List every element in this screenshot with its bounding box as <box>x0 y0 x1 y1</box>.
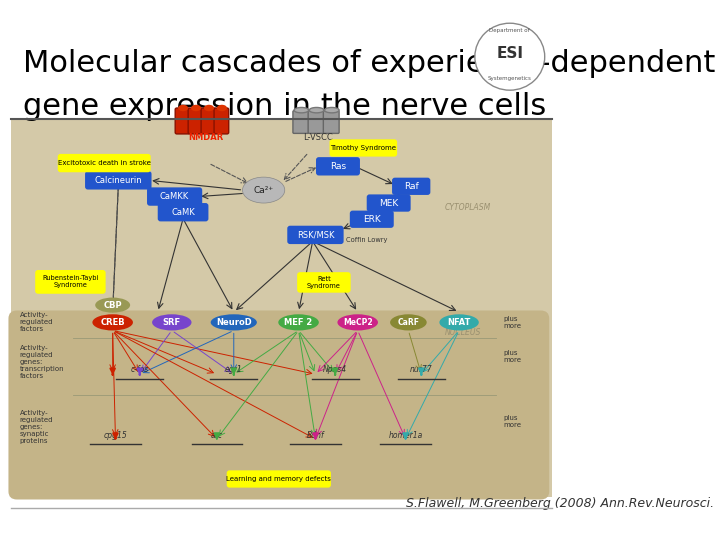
Text: Ca²⁺: Ca²⁺ <box>253 186 274 194</box>
FancyBboxPatch shape <box>214 108 229 134</box>
FancyBboxPatch shape <box>201 108 216 134</box>
Text: MeCP2: MeCP2 <box>343 318 372 327</box>
Text: Activity-
regulated
genes:
transcription
factors: Activity- regulated genes: transcription… <box>19 345 64 379</box>
FancyBboxPatch shape <box>147 187 202 206</box>
Ellipse shape <box>204 105 214 111</box>
Text: homer1a: homer1a <box>389 431 423 440</box>
FancyBboxPatch shape <box>175 108 190 134</box>
Text: Molecular cascades of experience-dependent: Molecular cascades of experience-depende… <box>22 49 715 78</box>
Text: MEF 2: MEF 2 <box>284 318 312 327</box>
FancyBboxPatch shape <box>297 272 351 293</box>
Text: S.Flawell, M.Greenberg (2008) Ann.Rev.Neurosci.: S.Flawell, M.Greenberg (2008) Ann.Rev.Ne… <box>405 497 714 510</box>
Text: plus
more: plus more <box>503 415 521 428</box>
Ellipse shape <box>243 177 284 203</box>
FancyBboxPatch shape <box>350 211 394 228</box>
Text: RSK/MSK: RSK/MSK <box>297 231 334 239</box>
Text: Coffin Lowry: Coffin Lowry <box>346 237 388 243</box>
FancyBboxPatch shape <box>366 194 410 212</box>
Text: CBP: CBP <box>104 301 122 309</box>
Text: ERK: ERK <box>363 215 381 224</box>
FancyBboxPatch shape <box>330 139 397 157</box>
Text: Calcineurin: Calcineurin <box>94 176 142 185</box>
Text: Ras: Ras <box>330 162 346 171</box>
Text: cpg15: cpg15 <box>104 431 127 440</box>
FancyBboxPatch shape <box>9 310 549 500</box>
FancyBboxPatch shape <box>316 157 360 176</box>
Text: gene expression in the nerve cells: gene expression in the nerve cells <box>22 92 546 121</box>
FancyBboxPatch shape <box>85 171 151 190</box>
Text: ESI: ESI <box>496 46 523 62</box>
Text: egr1: egr1 <box>225 366 243 374</box>
Text: L-VSCC: L-VSCC <box>303 133 333 142</box>
Text: Timothy Syndrome: Timothy Syndrome <box>330 145 396 151</box>
FancyBboxPatch shape <box>392 178 431 195</box>
Text: Department of: Department of <box>490 28 530 33</box>
FancyBboxPatch shape <box>12 119 552 497</box>
Ellipse shape <box>191 105 201 111</box>
FancyBboxPatch shape <box>158 203 208 221</box>
Ellipse shape <box>278 314 319 330</box>
FancyBboxPatch shape <box>293 111 309 133</box>
Text: Activity-
regulated
genes:
synaptic
proteins: Activity- regulated genes: synaptic prot… <box>19 410 53 443</box>
Text: Raf: Raf <box>404 182 418 191</box>
Ellipse shape <box>294 107 309 113</box>
Text: SRF: SRF <box>163 318 181 327</box>
FancyBboxPatch shape <box>287 226 343 244</box>
Text: Systemgenetics: Systemgenetics <box>488 76 532 81</box>
Ellipse shape <box>152 314 192 330</box>
Text: plus
more: plus more <box>503 350 521 363</box>
Text: CYTOPLASM: CYTOPLASM <box>445 204 491 212</box>
FancyBboxPatch shape <box>58 154 150 172</box>
Text: NeuroD: NeuroD <box>216 318 252 327</box>
Text: c-fos: c-fos <box>130 366 149 374</box>
Text: CaRF: CaRF <box>397 318 419 327</box>
Text: Activity-
regulated
factors: Activity- regulated factors <box>19 312 53 333</box>
FancyBboxPatch shape <box>35 270 106 294</box>
Text: Excitotoxic death in stroke: Excitotoxic death in stroke <box>58 160 150 166</box>
Text: Npas4: Npas4 <box>323 366 347 374</box>
Text: Rett
Syndrome: Rett Syndrome <box>307 276 341 289</box>
Text: NUCLEUS: NUCLEUS <box>445 328 482 336</box>
Text: arc: arc <box>211 431 223 440</box>
Text: Rubenstein-Taybi
Syndrome: Rubenstein-Taybi Syndrome <box>42 275 99 288</box>
Text: plus
more: plus more <box>503 316 521 329</box>
Circle shape <box>475 23 545 90</box>
Text: nur77: nur77 <box>410 366 433 374</box>
FancyBboxPatch shape <box>308 111 324 133</box>
Ellipse shape <box>92 314 133 330</box>
Ellipse shape <box>178 105 188 111</box>
Ellipse shape <box>217 105 227 111</box>
Ellipse shape <box>325 107 339 113</box>
Text: CaMKK: CaMKK <box>160 192 189 201</box>
Ellipse shape <box>95 298 130 313</box>
FancyBboxPatch shape <box>188 108 203 134</box>
Ellipse shape <box>310 107 324 113</box>
Ellipse shape <box>338 314 378 330</box>
Text: NFAT: NFAT <box>447 318 471 327</box>
Text: CREB: CREB <box>100 318 125 327</box>
Text: CaMK: CaMK <box>171 208 195 217</box>
FancyBboxPatch shape <box>227 470 331 488</box>
Ellipse shape <box>211 314 257 330</box>
FancyBboxPatch shape <box>323 111 339 133</box>
Ellipse shape <box>439 314 479 330</box>
Text: MEK: MEK <box>379 199 398 207</box>
Text: Bdnf: Bdnf <box>307 431 324 440</box>
Text: Learning and memory defects: Learning and memory defects <box>226 476 331 482</box>
Text: NMDAR: NMDAR <box>188 133 223 142</box>
Ellipse shape <box>390 314 427 330</box>
